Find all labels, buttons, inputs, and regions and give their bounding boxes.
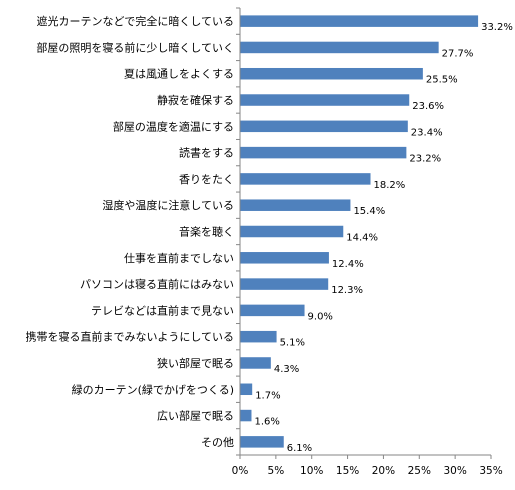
x-tick-label: 25% (408, 465, 431, 477)
bar (240, 330, 277, 343)
data-label: 12.3% (331, 285, 363, 296)
category-label: その他 (201, 436, 234, 449)
bar (240, 383, 253, 396)
x-tick-label: 0% (232, 465, 249, 477)
data-label: 25.5% (426, 75, 458, 86)
data-label: 23.6% (412, 101, 444, 112)
data-label: 9.0% (308, 311, 333, 322)
category-label: 狭い部屋で眠る (157, 356, 234, 370)
category-label: 部屋の温度を適温にする (113, 119, 234, 133)
data-label: 33.2% (481, 22, 513, 33)
category-label: 携帯を寝る直前までみないようにしている (26, 330, 234, 344)
category-label: 広い部屋で眠る (157, 409, 234, 423)
x-tick-label: 35% (479, 465, 502, 477)
bar (240, 94, 410, 106)
data-label: 1.7% (255, 390, 280, 401)
bar (240, 252, 329, 264)
data-label: 23.4% (411, 127, 443, 138)
x-axis-ticks: 0% 5% 10% 15% 20% 25% 30% 35% (232, 455, 503, 477)
category-label: 夏は風通しをよくする (124, 68, 234, 81)
bar (240, 146, 407, 159)
category-label: 香りをたく (179, 173, 234, 186)
category-labels: 遮光カーテンなどで完全に暗くしている部屋の照明を寝る前に少し暗くしていく夏は風通… (26, 14, 234, 449)
bars (240, 15, 479, 448)
data-label: 6.1% (287, 443, 312, 454)
bar (240, 357, 271, 369)
bar (240, 67, 423, 80)
category-label: 部屋の照明を寝る前に少し暗くしていく (36, 40, 234, 54)
category-label: 緑のカーテン(緑でかげをつくる) (72, 382, 234, 396)
bar (240, 409, 252, 422)
bar (240, 199, 351, 211)
x-tick-label: 15% (336, 465, 359, 477)
bar (240, 41, 439, 54)
x-tick-label: 5% (268, 465, 285, 477)
category-label: 音楽を聴く (179, 225, 234, 239)
category-label: 読書をする (179, 146, 234, 160)
data-label: 5.1% (280, 338, 305, 349)
bar (240, 15, 479, 27)
data-label: 23.2% (409, 154, 441, 165)
data-label: 18.2% (374, 180, 406, 191)
category-label: 静寂を確保する (157, 93, 234, 107)
data-label: 14.4% (346, 233, 378, 244)
value-labels: 33.2% 27.7% 25.5% 23.6% 23.4% 23.2% 18.2% 15.4%… (254, 22, 512, 454)
data-label: 12.4% (332, 259, 364, 270)
bar (240, 225, 344, 238)
data-label: 4.3% (274, 364, 299, 375)
x-tick-label: 30% (443, 465, 466, 477)
category-label: 仕事を直前までしない (124, 251, 234, 265)
x-tick-label: 10% (300, 465, 323, 477)
category-label: 湿度や温度に注意している (102, 198, 234, 212)
bar (240, 120, 408, 133)
category-label: 遮光カーテンなどで完全に暗くしている (37, 14, 234, 28)
axes (236, 7, 491, 456)
bar (240, 304, 305, 317)
category-label: パソコンは寝る直前にはみない (80, 277, 234, 291)
bar (240, 173, 371, 185)
data-label: 15.4% (353, 206, 385, 217)
data-label: 27.7% (442, 48, 474, 59)
data-label: 1.6% (254, 417, 279, 428)
bar (240, 436, 284, 448)
bar (240, 278, 329, 290)
category-label: テレビなどは直前まで見ない (91, 303, 234, 317)
x-tick-label: 20% (372, 465, 395, 477)
